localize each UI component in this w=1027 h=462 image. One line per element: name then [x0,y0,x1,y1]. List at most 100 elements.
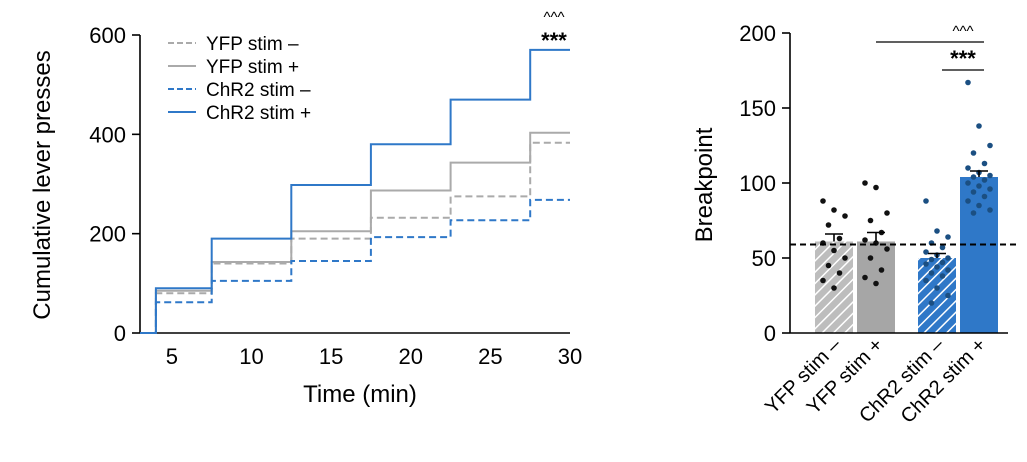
y-tick-label: 400 [89,122,126,147]
data-point [934,228,940,234]
data-point [923,261,929,267]
data-point [862,237,868,243]
data-point [831,285,837,291]
series-line [140,131,570,334]
x-tick-label: 10 [239,344,263,369]
data-point [970,189,977,195]
data-point [928,270,935,276]
x-tick-label: 5 [166,344,178,369]
data-point [945,267,951,273]
data-point [878,267,885,273]
x-tick-label: 30 [558,344,582,369]
data-point [862,274,868,281]
data-point [939,244,946,251]
line-chart-legend: YFP stim –YFP stim +ChR2 stim –ChR2 stim… [168,34,311,124]
error-bar [867,231,885,242]
legend-label: YFP stim – [206,34,299,55]
bar [857,241,895,333]
data-point [934,264,940,270]
data-point [970,210,977,216]
series-line [140,48,570,334]
data-point [987,142,993,149]
data-point [873,280,879,287]
bar-chart-panel: 0 50 100 150 200 YFP stim –YFP stim +ChR2 st… [691,21,1018,428]
bar-chart-significance-carets: ^^^ [952,23,973,40]
data-point [867,255,874,261]
line-chart-axes [139,35,570,334]
x-tick-label: 15 [319,344,343,369]
line-chart-panel: 0 200 400 600 5 10 15 20 25 30 YFP stim –YFP sti… [29,9,582,408]
data-point [928,256,935,263]
data-point [965,165,971,171]
data-point [831,207,837,213]
y-tick-label: 50 [752,246,776,271]
legend-label: ChR2 stim – [206,80,311,101]
bar-chart-y-ticks: 0 50 100 150 200 [739,21,790,346]
y-tick-label: 200 [739,21,776,46]
y-tick-label: 0 [764,321,776,346]
data-point [987,186,993,192]
line-chart-y-axis-label: Cumulative lever presses [29,50,56,319]
bar-chart-points [820,79,993,306]
data-point [873,184,879,191]
data-point [976,202,982,209]
bar-chart-y-axis-label: Breakpoint [691,127,718,242]
data-point [987,172,993,179]
bar-chart-error-bars [825,170,988,258]
data-point [981,160,988,167]
data-point [945,255,951,261]
error-bar [928,252,946,258]
bar-chart-category-labels: YFP stim –YFP stim +ChR2 stim –ChR2 stim… [761,333,990,427]
data-point [825,222,832,228]
y-tick-label: 100 [739,171,776,196]
data-point [981,177,988,183]
line-chart-significance-carets: ^^^ [543,9,564,26]
data-point [939,273,946,279]
data-point [945,234,951,240]
line-chart-x-ticks: 5 10 15 20 25 30 [166,344,583,369]
data-point [981,193,988,200]
x-tick-label: 20 [398,344,422,369]
legend-label: ChR2 stim + [206,103,311,124]
data-point [934,285,940,291]
y-tick-label: 600 [89,23,126,48]
series-line [140,141,570,334]
series-line [140,198,570,334]
data-point [970,174,977,180]
data-point [825,262,832,269]
data-point [945,292,951,299]
data-point [842,255,848,261]
data-point [884,246,890,252]
data-point [923,277,929,284]
data-point [970,150,977,156]
data-point [987,207,993,213]
data-point [842,213,848,219]
legend-label: YFP stim + [206,57,299,78]
data-point [923,249,929,255]
data-point [862,180,868,186]
data-point [836,270,843,276]
line-chart-x-axis-label: Time (min) [303,381,417,408]
data-point [976,183,982,189]
y-tick-label: 150 [739,96,776,121]
y-tick-label: 200 [89,222,126,247]
data-point [867,217,874,224]
line-chart-series [140,48,570,334]
bar-chart-significance-stars: *** [950,46,976,71]
data-point [884,210,890,216]
data-point [923,198,929,204]
data-point [965,180,971,186]
data-point [836,235,843,242]
data-point [831,247,837,254]
data-point [965,198,971,204]
data-point [965,79,971,86]
data-point [820,277,826,284]
error-bar [970,170,988,177]
y-tick-label: 0 [114,321,126,346]
data-point [928,300,935,306]
data-point [939,259,946,266]
line-chart-y-ticks: 0 200 400 600 [89,23,140,346]
significance-brackets [876,41,984,71]
line-chart-significance-stars: *** [541,28,567,53]
